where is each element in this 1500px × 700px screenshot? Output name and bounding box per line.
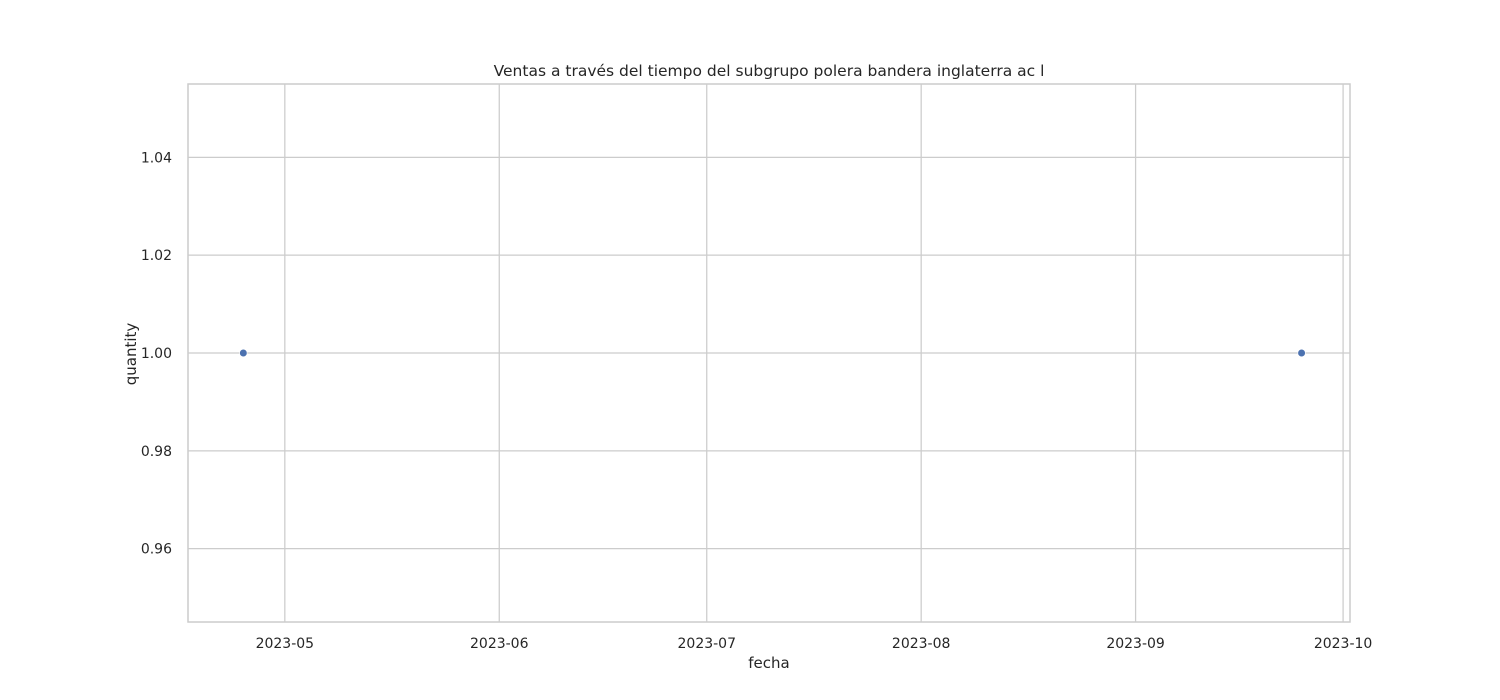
y-tick-label: 1.02	[141, 248, 172, 264]
x-axis-ticks: 2023-05 2023-06 2023-07 2023-08 2023-09 2023-…	[256, 636, 1373, 652]
plot-frame	[187, 83, 1351, 623]
y-axis-ticks: 0.96 0.98 1.00 1.02 1.04	[141, 150, 172, 557]
data-point	[239, 348, 248, 358]
x-axis-label: fecha	[748, 654, 789, 672]
y-tick-label: 0.96	[141, 542, 172, 558]
x-tick-label: 2023-06	[470, 636, 529, 652]
y-tick-label: 1.04	[141, 150, 172, 166]
chart-title: Ventas a través del tiempo del subgrupo …	[494, 62, 1045, 80]
x-tick-label: 2023-07	[678, 636, 737, 652]
x-tick-label: 2023-09	[1106, 636, 1165, 652]
data-point	[1297, 348, 1306, 358]
y-tick-label: 0.98	[141, 444, 172, 460]
data-points	[239, 348, 1306, 358]
x-tick-label: 2023-08	[892, 636, 951, 652]
x-tick-label: 2023-10	[1314, 636, 1373, 652]
x-tick-label: 2023-05	[256, 636, 315, 652]
grid-lines	[188, 84, 1350, 622]
y-axis-label: quantity	[122, 323, 140, 386]
y-tick-label: 1.00	[141, 346, 172, 362]
